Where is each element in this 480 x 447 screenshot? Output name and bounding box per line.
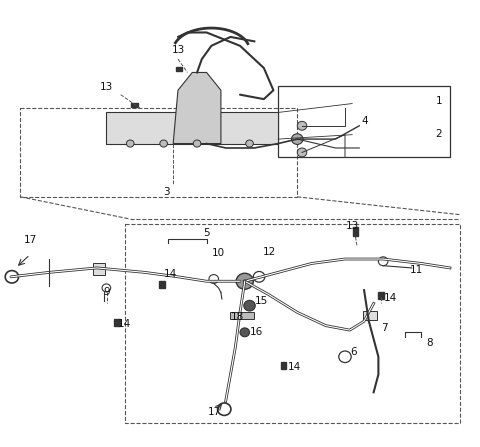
Text: 7: 7	[381, 323, 387, 333]
Circle shape	[253, 271, 265, 282]
Circle shape	[291, 134, 303, 144]
Bar	[176, 67, 182, 71]
Text: 13: 13	[100, 82, 113, 92]
Text: 16: 16	[250, 327, 263, 337]
Text: 4: 4	[362, 116, 368, 127]
Text: 11: 11	[409, 265, 423, 275]
Polygon shape	[173, 72, 221, 143]
Circle shape	[209, 274, 218, 283]
Text: 17: 17	[208, 407, 221, 417]
FancyBboxPatch shape	[363, 312, 377, 320]
Polygon shape	[230, 312, 254, 319]
Circle shape	[244, 300, 255, 311]
Circle shape	[126, 140, 134, 147]
Text: 14: 14	[164, 269, 177, 279]
Circle shape	[297, 148, 307, 157]
Text: 13: 13	[346, 221, 359, 231]
Circle shape	[160, 140, 168, 147]
Bar	[159, 281, 165, 288]
Text: 14: 14	[118, 319, 132, 329]
Circle shape	[297, 121, 307, 130]
Circle shape	[339, 351, 351, 363]
Bar	[353, 227, 359, 236]
Circle shape	[193, 140, 201, 147]
Text: 8: 8	[426, 337, 433, 348]
Bar	[281, 362, 286, 369]
Text: 14: 14	[288, 362, 301, 372]
Circle shape	[240, 328, 250, 337]
Text: 9: 9	[103, 287, 110, 296]
Text: 2: 2	[436, 129, 442, 139]
Circle shape	[217, 403, 231, 415]
Text: 5: 5	[204, 228, 210, 238]
Text: 17: 17	[24, 236, 36, 245]
Text: 18: 18	[230, 312, 244, 322]
Bar	[114, 319, 120, 326]
Text: 1: 1	[436, 96, 442, 105]
Circle shape	[236, 273, 253, 289]
Polygon shape	[107, 113, 278, 143]
Text: 6: 6	[350, 346, 356, 357]
Text: 10: 10	[212, 248, 225, 258]
FancyBboxPatch shape	[94, 262, 105, 275]
Text: 14: 14	[384, 293, 397, 303]
Circle shape	[5, 270, 19, 283]
Bar	[378, 292, 384, 299]
Text: 3: 3	[163, 187, 169, 197]
Bar	[131, 103, 138, 107]
Circle shape	[378, 257, 388, 266]
Text: 12: 12	[263, 248, 276, 257]
Circle shape	[102, 284, 111, 292]
Text: 15: 15	[254, 296, 267, 306]
Circle shape	[246, 140, 253, 147]
Text: 13: 13	[171, 45, 185, 55]
